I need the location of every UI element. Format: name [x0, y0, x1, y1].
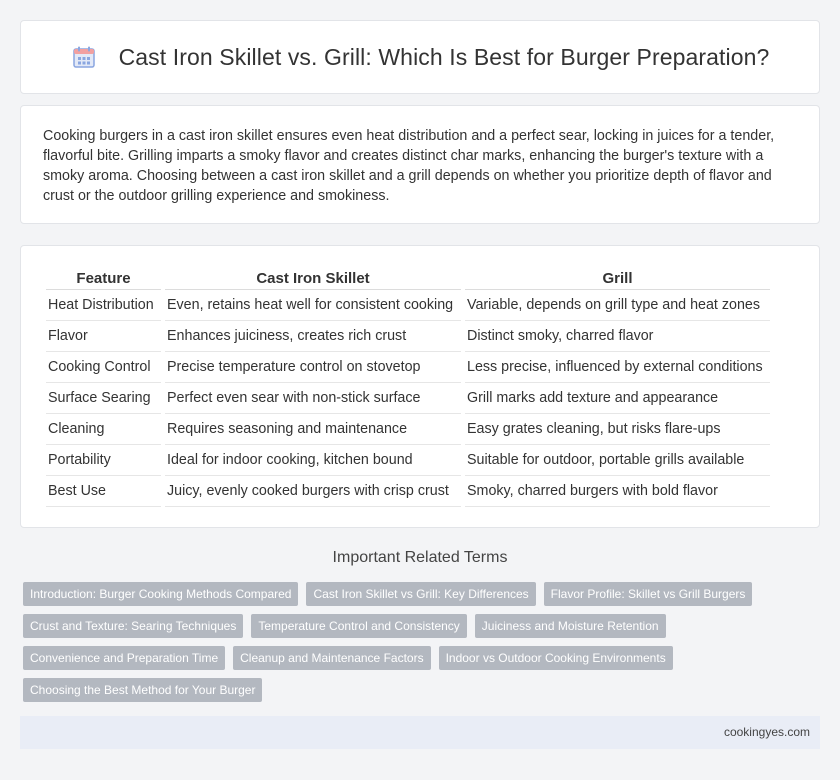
feature-cell: Cleaning — [46, 414, 161, 445]
grill-cell: Less precise, influenced by external con… — [465, 352, 770, 383]
intro-paragraph: Cooking burgers in a cast iron skillet e… — [43, 128, 775, 204]
footer: cookingyes.com — [20, 716, 820, 749]
header-skillet: Cast Iron Skillet — [165, 266, 461, 290]
skillet-cell: Perfect even sear with non-stick surface — [165, 383, 461, 414]
comparison-table: Feature Cast Iron Skillet Grill Heat Dis… — [42, 266, 774, 507]
skillet-cell: Enhances juiciness, creates rich crust — [165, 321, 461, 352]
intro-card: Cooking burgers in a cast iron skillet e… — [20, 105, 820, 224]
grill-cell: Distinct smoky, charred flavor — [465, 321, 770, 352]
table-row: Heat Distribution Even, retains heat wel… — [46, 290, 770, 321]
header-feature: Feature — [46, 266, 161, 290]
related-terms-list: Introduction: Burger Cooking Methods Com… — [23, 582, 823, 710]
grill-cell: Grill marks add texture and appearance — [465, 383, 770, 414]
feature-cell: Heat Distribution — [46, 290, 161, 321]
table-row: Surface Searing Perfect even sear with n… — [46, 383, 770, 414]
grill-cell: Suitable for outdoor, portable grills av… — [465, 445, 770, 476]
skillet-cell: Ideal for indoor cooking, kitchen bound — [165, 445, 461, 476]
related-term-tag[interactable]: Temperature Control and Consistency — [251, 614, 467, 638]
skillet-cell: Juicy, evenly cooked burgers with crisp … — [165, 476, 461, 507]
related-term-tag[interactable]: Indoor vs Outdoor Cooking Environments — [438, 646, 673, 670]
related-term-tag[interactable]: Juiciness and Moisture Retention — [474, 614, 666, 638]
feature-cell: Best Use — [46, 476, 161, 507]
table-row: Cleaning Requires seasoning and maintena… — [46, 414, 770, 445]
table-row: Cooking Control Precise temperature cont… — [46, 352, 770, 383]
table-row: Flavor Enhances juiciness, creates rich … — [46, 321, 770, 352]
skillet-cell: Precise temperature control on stovetop — [165, 352, 461, 383]
calendar-icon — [72, 46, 95, 68]
comparison-card: Feature Cast Iron Skillet Grill Heat Dis… — [20, 245, 820, 528]
related-term-tag[interactable]: Choosing the Best Method for Your Burger — [23, 678, 263, 702]
related-term-tag[interactable]: Flavor Profile: Skillet vs Grill Burgers — [543, 582, 753, 606]
related-term-tag[interactable]: Introduction: Burger Cooking Methods Com… — [23, 582, 299, 606]
header-grill: Grill — [465, 266, 770, 290]
related-term-tag[interactable]: Crust and Texture: Searing Techniques — [23, 614, 244, 638]
title-card: Cast Iron Skillet vs. Grill: Which Is Be… — [20, 20, 820, 94]
related-term-tag[interactable]: Cast Iron Skillet vs Grill: Key Differen… — [306, 582, 536, 606]
footer-site-link[interactable]: cookingyes.com — [723, 725, 810, 739]
feature-cell: Cooking Control — [46, 352, 161, 383]
related-terms-title: Important Related Terms — [332, 549, 508, 566]
table-row: Best Use Juicy, evenly cooked burgers wi… — [46, 476, 770, 507]
table-header-row: Feature Cast Iron Skillet Grill — [46, 266, 770, 290]
skillet-cell: Even, retains heat well for consistent c… — [165, 290, 461, 321]
skillet-cell: Requires seasoning and maintenance — [165, 414, 461, 445]
grill-cell: Variable, depends on grill type and heat… — [465, 290, 770, 321]
feature-cell: Flavor — [46, 321, 161, 352]
feature-cell: Portability — [46, 445, 161, 476]
related-term-tag[interactable]: Cleanup and Maintenance Factors — [233, 646, 431, 670]
table-row: Portability Ideal for indoor cooking, ki… — [46, 445, 770, 476]
grill-cell: Smoky, charred burgers with bold flavor — [465, 476, 770, 507]
grill-cell: Easy grates cleaning, but risks flare-up… — [465, 414, 770, 445]
feature-cell: Surface Searing — [46, 383, 161, 414]
related-term-tag[interactable]: Convenience and Preparation Time — [23, 646, 226, 670]
page-title: Cast Iron Skillet vs. Grill: Which Is Be… — [118, 43, 770, 70]
